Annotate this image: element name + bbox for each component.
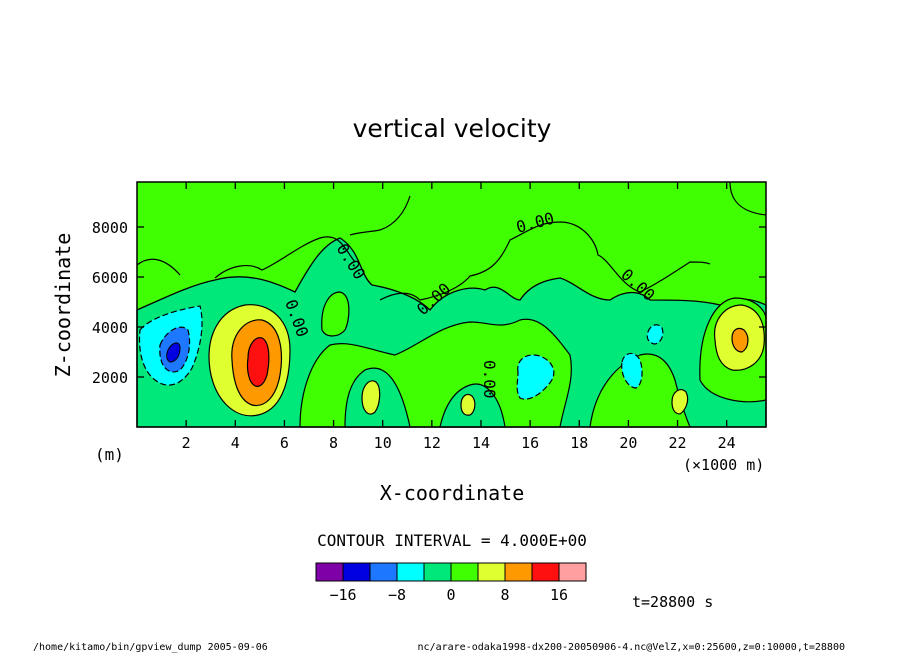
- x-tick-label: 12: [423, 434, 441, 452]
- x-tick-label: 10: [374, 434, 392, 452]
- blob-yellow-c: [671, 389, 689, 415]
- colorbar-tick-label: −8: [388, 586, 406, 604]
- y-unit-label: (m): [95, 445, 124, 464]
- y-tick-label: 6000: [92, 269, 128, 287]
- x-tick-label: 8: [329, 434, 338, 452]
- colorbar-tick-label: 0: [446, 586, 455, 604]
- colorbar-tick-label: −16: [329, 586, 356, 604]
- contour-interval-text: CONTOUR INTERVAL = 4.000E+00: [317, 531, 587, 550]
- y-tick-label: 4000: [92, 319, 128, 337]
- footer-left: /home/kitamo/bin/gpview_dump 2005-09-06: [33, 642, 268, 653]
- blob-yellow-b: [460, 393, 476, 416]
- colorbar-swatch: [558, 562, 587, 582]
- x-tick-label: 22: [669, 434, 687, 452]
- blob-cyan-a: [516, 354, 555, 400]
- x-tick-label: 2: [182, 434, 191, 452]
- colorbar-swatch: [315, 562, 344, 582]
- footer-right: nc/arare-odaka1998-dx200-20050906-4.nc@V…: [418, 642, 845, 653]
- contour-zero-upper: [136, 181, 767, 301]
- x-axis: 2 4 6 8 10 12 14 16 18 20 22 24: [182, 182, 736, 452]
- band-0to4-pocket-f: [321, 291, 350, 337]
- blob-yellow-a: [361, 380, 381, 415]
- time-label: t=28800 s: [632, 593, 713, 611]
- colorbar-tick-label: 8: [500, 586, 509, 604]
- colorbar-swatch: [504, 562, 533, 582]
- colorbar-swatch: [423, 562, 452, 582]
- x-tick-label: 24: [718, 434, 736, 452]
- chart-title: vertical velocity: [353, 114, 552, 143]
- x-tick-label: 14: [472, 434, 490, 452]
- y-tick-label: 8000: [92, 219, 128, 237]
- y-tick-label: 2000: [92, 369, 128, 387]
- x-tick-label: 18: [570, 434, 588, 452]
- colorbar: −16 −8 0 8 16: [315, 562, 587, 604]
- colorbar-swatch: [531, 562, 560, 582]
- plot-frame: [136, 181, 767, 428]
- colorbar-tick-label: 16: [550, 586, 568, 604]
- y-axis: 2000 4000 6000 8000: [92, 219, 766, 387]
- x-axis-label: X-coordinate: [380, 481, 525, 505]
- band-8to12-right: [731, 327, 749, 353]
- x-tick-label: 6: [280, 434, 289, 452]
- colorbar-swatch: [477, 562, 506, 582]
- x-tick-label: 20: [619, 434, 637, 452]
- colorbar-swatch: [396, 562, 425, 582]
- band-minus16-left: [166, 342, 181, 363]
- y-axis-label: Z-coordinate: [51, 233, 75, 378]
- colorbar-swatch: [342, 562, 371, 582]
- x-unit-label: (×1000 m): [683, 456, 764, 474]
- blob-cyan-c: [646, 324, 664, 345]
- contour-label: 0.00: [480, 360, 499, 399]
- plot-area: 0.00 0.00 0.00 0.00 0.00 0.00: [136, 181, 767, 428]
- x-tick-label: 4: [231, 434, 240, 452]
- band-12to16-center: [246, 337, 270, 387]
- x-tick-label: 16: [521, 434, 539, 452]
- colorbar-swatch: [450, 562, 479, 582]
- colorbar-swatch: [369, 562, 398, 582]
- blob-cyan-b: [621, 352, 643, 389]
